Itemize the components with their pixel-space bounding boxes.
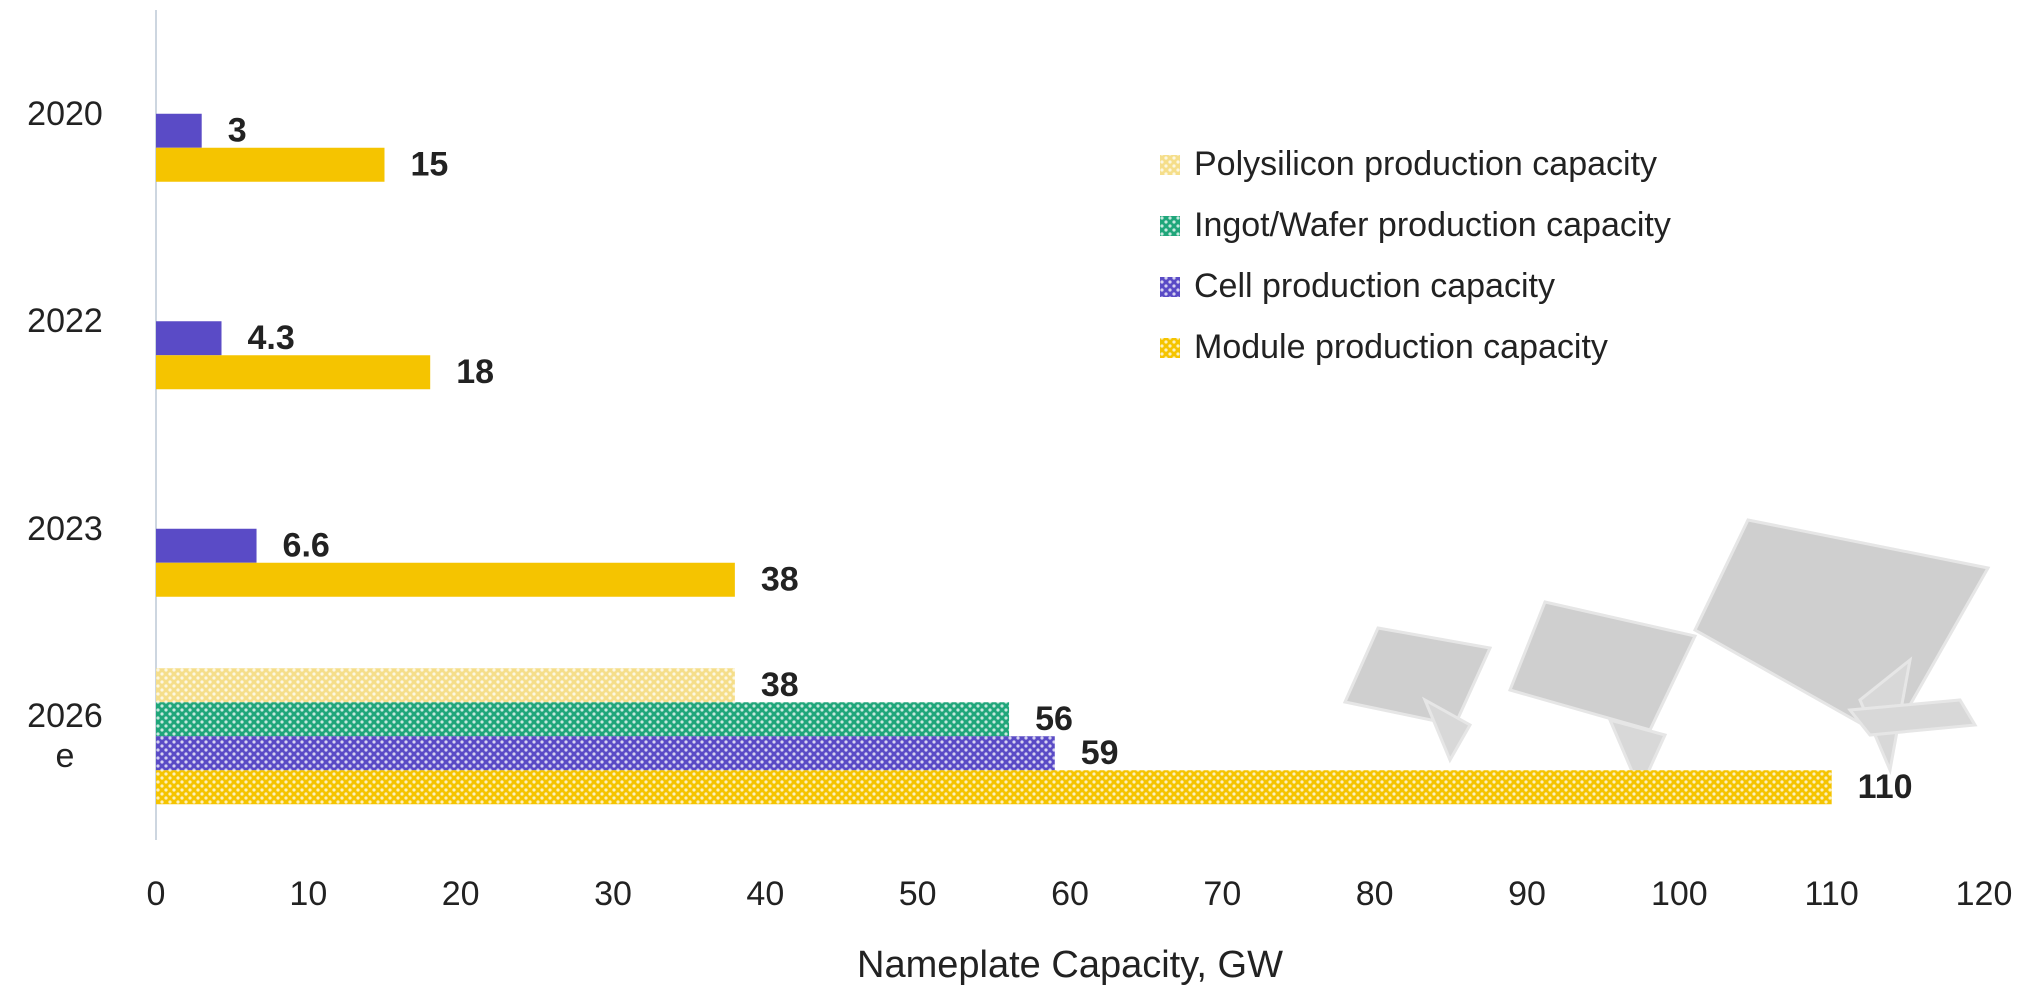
bar xyxy=(156,770,1832,805)
y-tick-label: 2022 xyxy=(27,302,103,341)
y-tick-label: 2023 xyxy=(27,509,103,548)
value-label: 56 xyxy=(1035,700,1073,738)
x-tick-label: 80 xyxy=(1356,875,1394,913)
legend-label: Ingot/Wafer production capacity xyxy=(1194,206,1671,244)
bar xyxy=(156,528,257,563)
solar-panels-illustration xyxy=(1342,518,1991,794)
x-tick-label: 50 xyxy=(899,875,937,913)
x-tick-label: 110 xyxy=(1805,875,1859,913)
legend-label: Cell production capacity xyxy=(1194,267,1555,305)
x-tick-label: 40 xyxy=(746,875,784,913)
x-tick-label: 0 xyxy=(147,875,166,913)
y-tick-label: 2026 e xyxy=(27,697,103,776)
value-label: 4.3 xyxy=(248,319,295,357)
bar xyxy=(156,113,202,148)
bar xyxy=(156,702,1010,737)
legend-label: Module production capacity xyxy=(1194,328,1608,366)
x-tick-label: 20 xyxy=(442,875,480,913)
x-tick-label: 90 xyxy=(1508,875,1546,913)
legend-swatch xyxy=(1160,155,1180,175)
legend-swatch xyxy=(1160,216,1180,236)
x-tick-label: 100 xyxy=(1651,875,1708,913)
bar xyxy=(156,321,222,356)
x-tick-label: 10 xyxy=(289,875,327,913)
value-label: 3 xyxy=(228,112,247,150)
value-label: 38 xyxy=(761,666,799,704)
bar xyxy=(156,562,735,597)
value-label: 6.6 xyxy=(283,527,330,565)
legend-label: Polysilicon production capacity xyxy=(1194,145,1657,183)
x-tick-label: 70 xyxy=(1203,875,1241,913)
value-label: 59 xyxy=(1081,734,1119,772)
x-tick-label: 120 xyxy=(1956,875,2013,913)
bar xyxy=(156,736,1055,771)
bar xyxy=(156,355,431,390)
legend-swatch xyxy=(1160,338,1180,358)
legend-swatch xyxy=(1160,277,1180,297)
value-label: 15 xyxy=(411,146,449,184)
x-axis-title: Nameplate Capacity, GW xyxy=(857,944,1283,986)
x-tick-label: 30 xyxy=(594,875,632,913)
value-label: 38 xyxy=(761,561,799,599)
bar xyxy=(156,147,385,182)
bar xyxy=(156,668,735,703)
value-label: 18 xyxy=(456,353,494,391)
x-tick-label: 60 xyxy=(1051,875,1089,913)
value-label: 110 xyxy=(1858,768,1913,806)
y-tick-label: 2020 xyxy=(27,94,103,133)
